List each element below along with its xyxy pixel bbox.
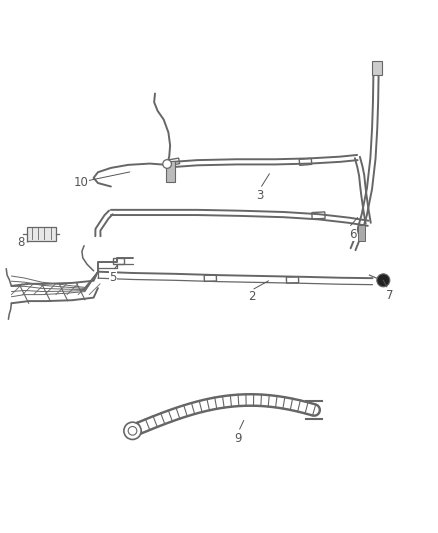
Text: 8: 8 — [17, 236, 25, 249]
Text: 9: 9 — [235, 432, 242, 445]
Text: 5: 5 — [110, 271, 117, 284]
Bar — [312, 212, 325, 219]
Bar — [27, 227, 56, 240]
Bar — [166, 160, 175, 182]
Text: 7: 7 — [386, 289, 394, 302]
Bar — [358, 225, 365, 241]
Bar — [113, 258, 124, 264]
Circle shape — [163, 160, 171, 168]
Bar — [372, 61, 382, 75]
Bar — [204, 275, 216, 281]
Text: 2: 2 — [247, 290, 255, 303]
Bar — [286, 277, 299, 283]
Bar — [299, 158, 312, 165]
Text: 6: 6 — [349, 228, 356, 240]
Circle shape — [377, 274, 390, 287]
Text: 10: 10 — [73, 176, 88, 189]
Circle shape — [128, 426, 137, 435]
Bar — [168, 158, 180, 166]
Circle shape — [124, 422, 141, 440]
Text: 3: 3 — [256, 189, 264, 201]
